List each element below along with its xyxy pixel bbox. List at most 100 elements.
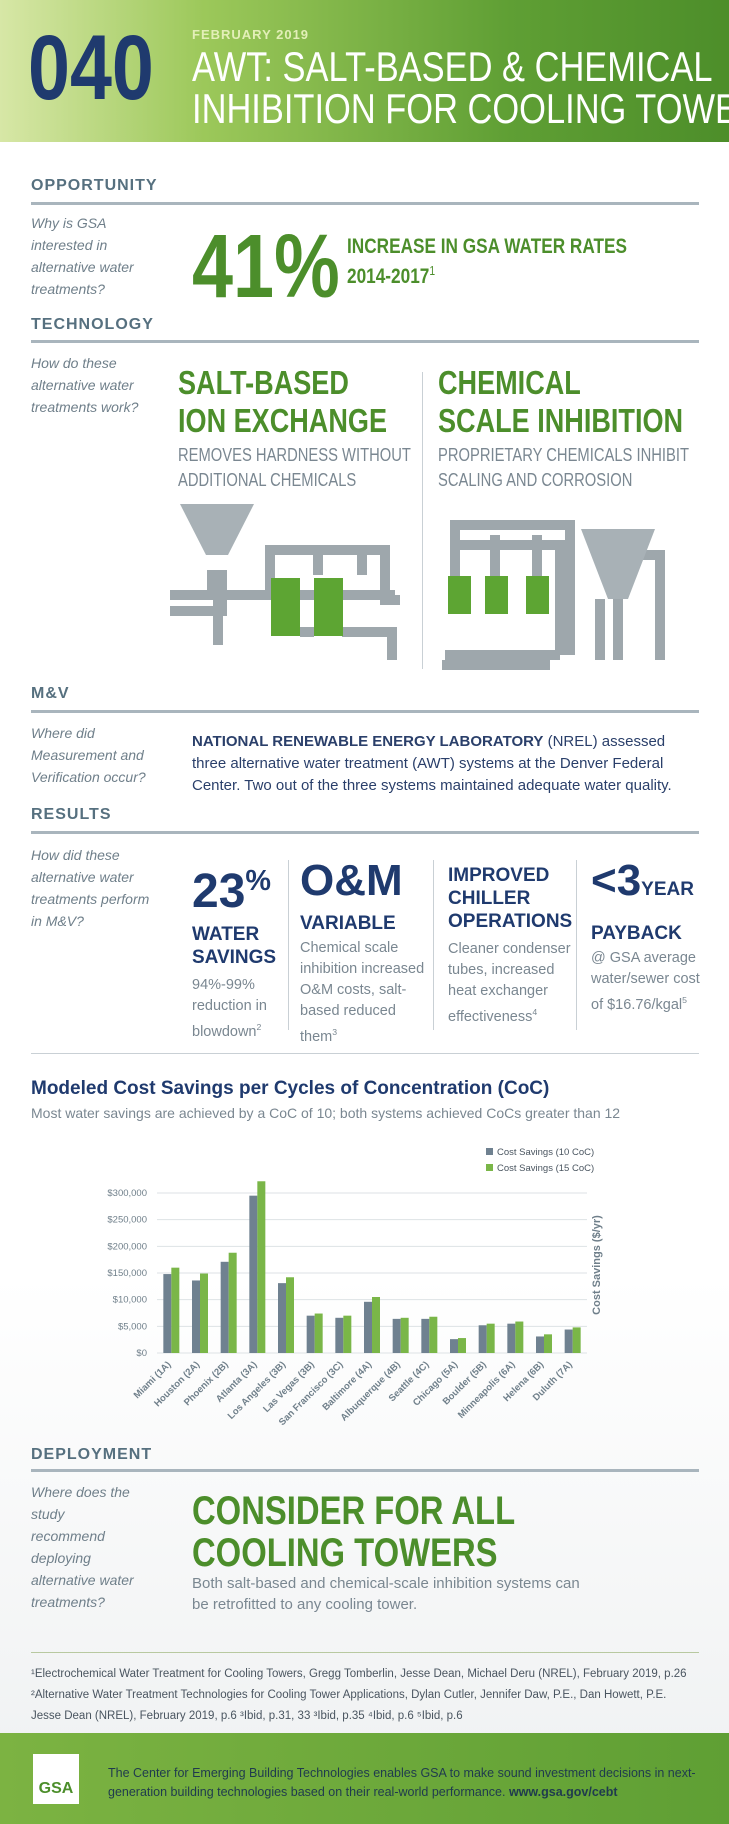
stat-text: INCREASE IN GSA WATER RATES 2014-20171 bbox=[347, 235, 627, 289]
bar bbox=[364, 1301, 372, 1353]
y-tick-label: $200,000 bbox=[107, 1241, 147, 1252]
result-title: IMPROVED CHILLER OPERATIONS bbox=[448, 865, 573, 932]
bar bbox=[515, 1321, 524, 1353]
bar bbox=[572, 1327, 581, 1353]
section-heading: RESULTS bbox=[31, 806, 112, 823]
legend-swatch bbox=[486, 1148, 493, 1155]
chart-subtitle: Most water savings are achieved by a CoC… bbox=[31, 1105, 621, 1121]
bar bbox=[507, 1323, 516, 1353]
issue-number: 040 bbox=[28, 17, 154, 119]
salt-pipes bbox=[170, 545, 400, 660]
chem-pipes bbox=[442, 520, 665, 670]
option-title-line: CHEMICAL bbox=[438, 364, 581, 401]
result-text: Chemical scale inhibition increased O&M … bbox=[300, 940, 425, 1045]
paragraph: NATIONAL RENEWABLE ENERGY LABORATORY (NR… bbox=[192, 731, 692, 797]
footnote-ref: 5 bbox=[682, 995, 687, 1005]
section-rule bbox=[31, 1469, 699, 1472]
result-big: O&M bbox=[300, 856, 403, 905]
divider bbox=[576, 860, 577, 1030]
option-desc-line: SCALING AND CORROSION bbox=[438, 470, 633, 490]
legend-swatch bbox=[486, 1164, 493, 1171]
footer-text: The Center for Emerging Building Technol… bbox=[108, 1764, 708, 1802]
question: Where did Measurement and Verification o… bbox=[31, 725, 146, 785]
diagrams bbox=[170, 504, 665, 670]
footnote: ¹Electrochemical Water Treatment for Coo… bbox=[31, 1668, 687, 1680]
bar bbox=[536, 1336, 544, 1353]
option-title-line: ION EXCHANGE bbox=[178, 402, 387, 439]
bar bbox=[171, 1267, 180, 1353]
bar bbox=[163, 1274, 172, 1353]
bar bbox=[249, 1195, 258, 1353]
funnel bbox=[581, 529, 655, 599]
y-tick-label: $0 bbox=[136, 1348, 147, 1359]
legend-label: Cost Savings (15 CoC) bbox=[497, 1163, 594, 1174]
section-rule bbox=[31, 202, 699, 205]
result: <3YEAR PAYBACK @ GSA average water/sewer… bbox=[591, 856, 711, 1016]
result-big-suffix: YEAR bbox=[641, 879, 694, 900]
bar bbox=[429, 1316, 438, 1353]
y-tick-label: $300,000 bbox=[107, 1188, 147, 1199]
bar bbox=[372, 1297, 380, 1353]
headline-line: COOLING TOWERS bbox=[192, 1531, 498, 1575]
bar bbox=[564, 1329, 573, 1353]
tank bbox=[448, 576, 471, 614]
result: O&M VARIABLE Chemical scale inhibition i… bbox=[300, 856, 430, 1048]
result: 23% WATER SAVINGS 94%-99% reduction in b… bbox=[192, 856, 284, 1043]
option-title-line: SALT-BASED bbox=[178, 364, 349, 401]
result-title: VARIABLE bbox=[300, 913, 396, 934]
tank bbox=[485, 576, 508, 614]
footer-url[interactable]: www.gsa.gov/cebt bbox=[508, 1785, 618, 1799]
x-tick-label: Las Vegas (3B) bbox=[261, 1359, 317, 1415]
result-text: @ GSA average water/sewer cost of $16.76… bbox=[591, 950, 700, 1013]
bar bbox=[458, 1338, 466, 1353]
footnote: ²Alternative Water Treatment Technologie… bbox=[31, 1689, 667, 1701]
funnel bbox=[180, 504, 254, 555]
separator bbox=[31, 1652, 699, 1653]
footnotes: ¹Electrochemical Water Treatment for Coo… bbox=[31, 1664, 687, 1727]
headline: CONSIDER FOR ALL COOLING TOWERS bbox=[192, 1490, 515, 1574]
bar bbox=[400, 1317, 409, 1353]
bar bbox=[257, 1181, 266, 1353]
date: FEBRUARY 2019 bbox=[192, 27, 310, 42]
lead: NATIONAL RENEWABLE ENERGY LABORATORY bbox=[192, 733, 544, 750]
option-desc-line: REMOVES HARDNESS WITHOUT bbox=[178, 445, 411, 465]
question: How do these alternative water treatment… bbox=[31, 355, 139, 415]
y-tick-label: $250,000 bbox=[107, 1215, 147, 1226]
footnote-ref: 2 bbox=[256, 1022, 262, 1032]
result-title: WATER SAVINGS bbox=[192, 924, 277, 968]
section-rule bbox=[31, 340, 699, 343]
footnote: Jesse Dean (NREL), February 2019, p.6 ³I… bbox=[31, 1710, 463, 1722]
section-heading: M&V bbox=[31, 685, 70, 702]
result-text: 94%-99% reduction in blowdown bbox=[192, 977, 267, 1040]
chart: $0 $5,000 $10,000 $150,000 $200,000 $250,000 $… bbox=[107, 1147, 603, 1428]
bar bbox=[228, 1252, 237, 1353]
section-heading: DEPLOYMENT bbox=[31, 1446, 153, 1463]
stat-text-years: 2014-2017 bbox=[347, 265, 430, 288]
bar bbox=[278, 1283, 286, 1353]
question: How did these alternative water treatmen… bbox=[31, 847, 150, 929]
result-big-sup: % bbox=[245, 865, 271, 897]
option-title: SALT-BASED ION EXCHANGE bbox=[178, 364, 387, 440]
option-desc-line: ADDITIONAL CHEMICALS bbox=[178, 470, 357, 490]
question: Where does the study recommend deploying… bbox=[31, 1484, 134, 1610]
bar bbox=[392, 1318, 401, 1353]
option-title-line: SCALE INHIBITION bbox=[438, 402, 684, 439]
logo: GSA bbox=[33, 1754, 79, 1804]
bar bbox=[314, 1313, 323, 1353]
question: Why is GSA interested in alternative wat… bbox=[31, 215, 134, 297]
title-line: AWT: SALT-BASED & CHEMICAL bbox=[192, 43, 713, 90]
divider bbox=[422, 372, 423, 669]
result-title: PAYBACK bbox=[591, 923, 682, 944]
section-rule bbox=[31, 831, 699, 834]
bar bbox=[220, 1261, 229, 1353]
footer-statement: The Center for Emerging Building Technol… bbox=[108, 1766, 696, 1799]
headline-line: CONSIDER FOR ALL bbox=[192, 1489, 516, 1533]
bar bbox=[286, 1277, 294, 1353]
option-desc: REMOVES HARDNESS WITHOUT ADDITIONAL CHEMI… bbox=[178, 443, 411, 493]
header-band bbox=[0, 0, 729, 142]
divider bbox=[288, 860, 289, 1030]
bar bbox=[200, 1273, 208, 1353]
bar bbox=[486, 1323, 495, 1353]
section-heading: OPPORTUNITY bbox=[31, 177, 158, 194]
